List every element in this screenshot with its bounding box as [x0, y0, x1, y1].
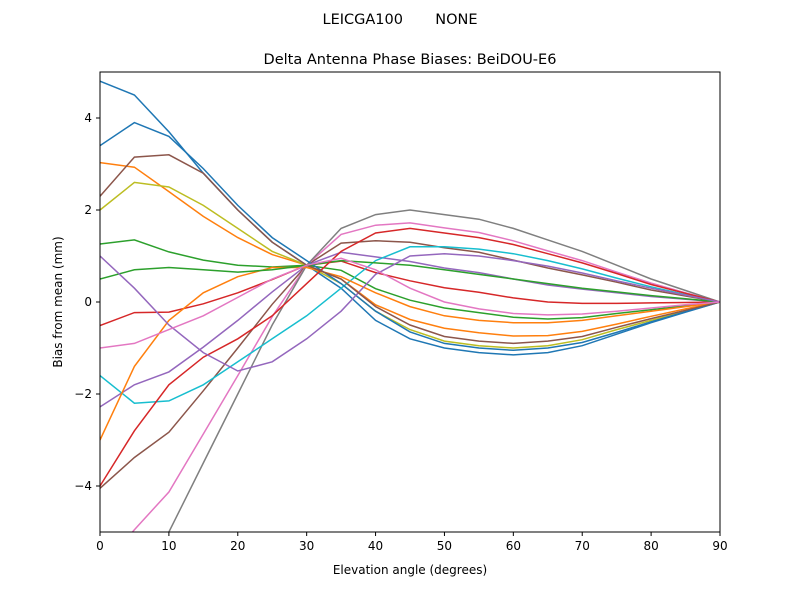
series-line-13	[100, 227, 720, 487]
y-axis-label: Bias from mean (mm)	[51, 236, 65, 367]
x-tick-label: 10	[161, 539, 176, 553]
x-tick-label: 40	[368, 539, 383, 553]
x-tick-label: 30	[299, 539, 314, 553]
x-tick-label: 0	[96, 539, 104, 553]
series-line-3	[100, 260, 720, 327]
series-line-14	[100, 252, 720, 372]
x-tick-label: 70	[575, 539, 590, 553]
series-line-4	[100, 251, 720, 408]
series-line-8	[100, 181, 720, 349]
plot-lines	[100, 80, 720, 532]
x-axis: 0 10 20 30 40 50 60 70 80 90	[96, 532, 728, 553]
series-line-5	[100, 240, 720, 489]
y-tick-label: −4	[74, 479, 92, 493]
series-line-2	[100, 239, 720, 320]
x-tick-label: 20	[230, 539, 245, 553]
series-line-7	[167, 209, 720, 532]
series-line-11	[100, 266, 720, 441]
chart-suptitle: LEICGA100 NONE	[322, 12, 477, 28]
y-tick-label: −2	[74, 387, 92, 401]
series-line-12	[100, 259, 720, 303]
series-line-15	[100, 154, 720, 345]
x-tick-label: 80	[643, 539, 658, 553]
series-line-10	[100, 121, 720, 352]
y-tick-label: 4	[84, 111, 92, 125]
series-line-9	[100, 246, 720, 404]
y-tick-label: 0	[84, 295, 92, 309]
series-line-1	[100, 161, 720, 337]
x-tick-label: 90	[712, 539, 727, 553]
y-axis: −4 −2 0 2 4	[74, 111, 100, 493]
x-tick-label: 60	[506, 539, 521, 553]
chart-title: Delta Antenna Phase Biases: BeiDOU-E6	[264, 52, 557, 68]
x-axis-label: Elevation angle (degrees)	[333, 563, 487, 577]
series-line-16	[100, 257, 720, 349]
series-line-6	[131, 222, 720, 532]
x-tick-label: 50	[437, 539, 452, 553]
y-tick-label: 2	[84, 203, 92, 217]
